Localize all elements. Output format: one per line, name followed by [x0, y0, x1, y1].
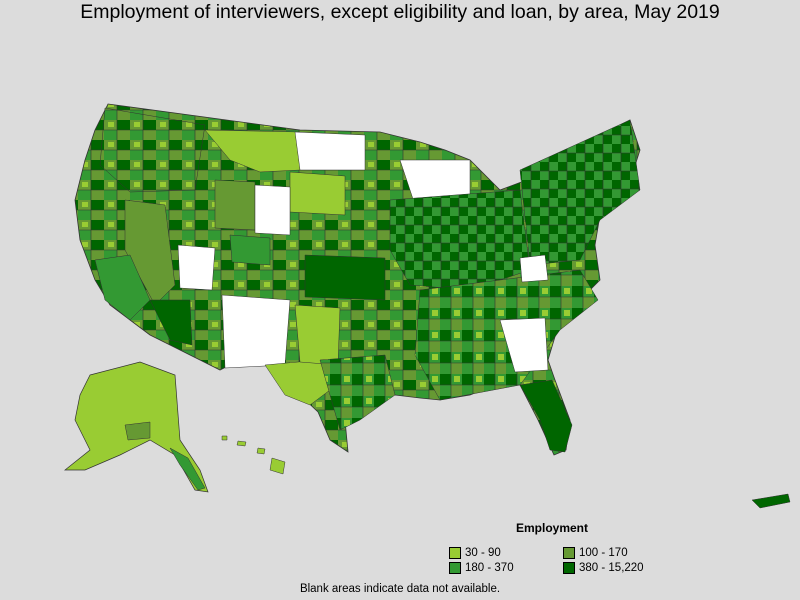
footnote: Blank areas indicate data not available. [299, 583, 501, 595]
region-texas-east [319, 354, 396, 431]
legend-swatch-3 [449, 562, 461, 574]
legend-item-2: 100 - 170 [563, 547, 628, 559]
region-colorado-west [229, 234, 271, 266]
hawaii-big-island [269, 457, 286, 475]
legend-label-2: 100 - 170 [579, 547, 628, 559]
region-florida [519, 379, 573, 453]
puerto-rico [751, 493, 791, 509]
region-dakotas-west [289, 171, 346, 216]
region-arizona-west [149, 299, 193, 346]
legend-swatch-1 [449, 547, 461, 559]
legend-title: Employment [516, 521, 589, 535]
legend-swatch-2 [563, 547, 575, 559]
legend-label-1: 30 - 90 [465, 547, 501, 559]
hawaii-maui [256, 447, 266, 455]
legend-item-3: 180 - 370 [449, 562, 514, 574]
hawaii-oahu [236, 440, 247, 447]
region-kansas [304, 254, 386, 301]
hawaii-kauai [221, 435, 228, 441]
region-montana-north [204, 129, 301, 173]
region-midwest [389, 189, 531, 291]
legend-label-4: 380 - 15,220 [579, 562, 644, 574]
map-title: Employment of interviewers, except eligi… [80, 1, 720, 23]
legend-label-3: 180 - 370 [465, 562, 514, 574]
alaska-se-panhandle [169, 447, 206, 491]
legend-item-4: 380 - 15,220 [563, 562, 644, 574]
region-nevada [124, 199, 176, 306]
region-ga-sc-blank [499, 317, 549, 373]
region-pacific-nw [99, 107, 206, 193]
region-utah-east [177, 244, 216, 291]
region-southwest-ca [94, 254, 151, 321]
legend-item-1: 30 - 90 [449, 547, 501, 559]
region-new-mexico [221, 294, 291, 369]
region-texas-panhandle [294, 304, 341, 366]
legend-swatch-4 [563, 562, 575, 574]
region-wyoming-center [214, 179, 256, 231]
region-ky-blank [519, 254, 549, 283]
region-montana-east [294, 131, 366, 171]
region-northeast [519, 119, 641, 266]
alaska-anchorage [124, 421, 151, 441]
region-wyoming-east [254, 184, 291, 236]
